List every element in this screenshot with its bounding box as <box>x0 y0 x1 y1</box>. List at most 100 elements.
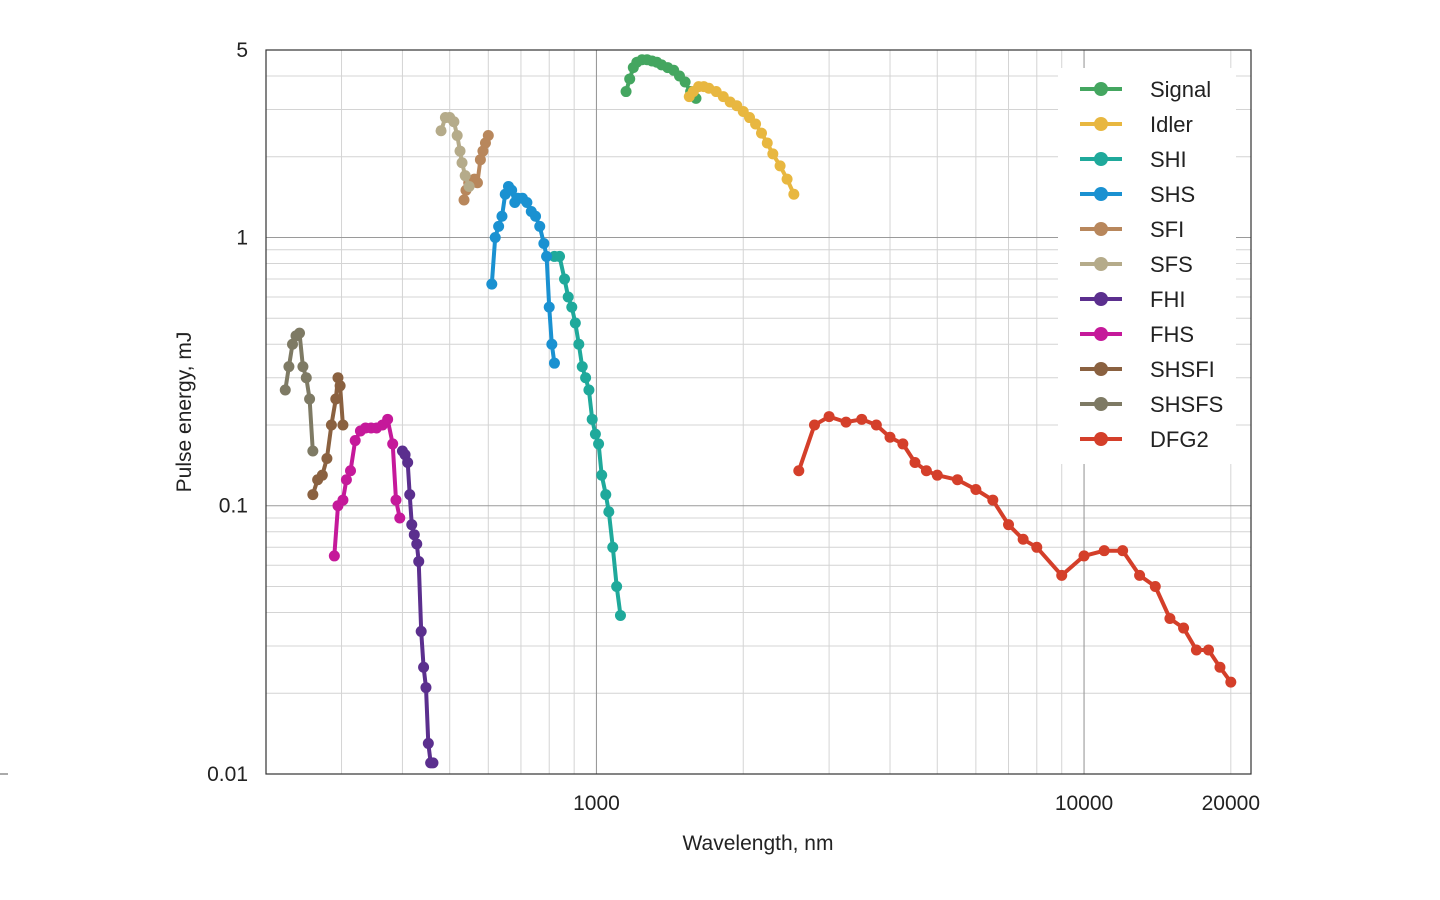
data-point-sfs <box>463 180 475 192</box>
data-point-fhi <box>413 555 425 567</box>
data-point-dfg2 <box>823 411 835 423</box>
data-point-dfg2 <box>1098 545 1110 557</box>
data-point-dfg2 <box>856 413 868 425</box>
legend-label: SFI <box>1150 217 1184 242</box>
series-line-shi <box>552 254 623 618</box>
data-point-sfi <box>474 154 486 166</box>
data-point-shsfi <box>321 453 333 465</box>
data-point-shsfs <box>300 372 312 384</box>
y-tick-label: 0.01 <box>207 763 248 786</box>
legend-swatch-marker <box>1094 327 1108 341</box>
data-point-shi <box>600 489 612 501</box>
data-point-dfg2 <box>1031 541 1043 553</box>
data-point-shi <box>562 291 574 303</box>
data-point-dfg2 <box>1017 533 1029 545</box>
legend-item-shsfi: SHSFI <box>1080 357 1215 382</box>
series-sfs <box>435 112 475 192</box>
data-point-sfi <box>471 177 483 189</box>
legend-label: SHI <box>1150 147 1187 172</box>
data-point-shsfs <box>283 361 295 373</box>
series-shsfs <box>279 327 319 457</box>
legend-label: Signal <box>1150 77 1211 102</box>
legend-label: SHSFS <box>1150 392 1223 417</box>
data-point-dfg2 <box>1117 545 1129 557</box>
data-point-shsfs <box>307 445 319 457</box>
series-idler <box>683 81 800 200</box>
data-point-shi <box>583 384 595 396</box>
data-point-dfg2 <box>951 474 963 486</box>
data-point-dfg2 <box>1003 519 1015 531</box>
data-point-fhs <box>349 435 361 447</box>
legend-swatch-marker <box>1094 257 1108 271</box>
data-point-dfg2 <box>920 465 932 477</box>
data-point-shsfs <box>287 338 299 350</box>
data-point-dfg2 <box>1190 644 1202 656</box>
data-point-fhi <box>402 456 414 468</box>
data-point-shsfs <box>294 327 306 339</box>
data-point-idler <box>761 137 773 149</box>
series-shsfi <box>307 372 349 501</box>
legend-item-shsfs: SHSFS <box>1080 392 1223 417</box>
data-point-fhi <box>404 489 416 501</box>
legend-swatch-marker <box>1094 117 1108 131</box>
legend-item-fhi: FHI <box>1080 287 1185 312</box>
data-point-fhi <box>420 682 432 694</box>
data-point-shi <box>589 428 601 440</box>
data-point-dfg2 <box>1225 676 1237 688</box>
data-point-fhi <box>415 625 427 637</box>
legend-swatch-marker <box>1094 397 1108 411</box>
legend-swatch-marker <box>1094 292 1108 306</box>
data-point-shi <box>611 581 623 593</box>
data-point-dfg2 <box>1214 661 1226 673</box>
data-point-sfs <box>454 145 466 157</box>
x-tick-labels: 1000 10000 20000 <box>573 792 1260 815</box>
data-point-sfs <box>435 125 447 137</box>
data-point-dfg2 <box>1164 612 1176 624</box>
data-point-fhs <box>394 512 406 524</box>
data-point-sfs <box>456 157 468 169</box>
data-point-dfg2 <box>909 456 921 468</box>
data-point-shsfi <box>307 489 319 501</box>
data-point-shsfi <box>337 419 349 431</box>
legend-label: Idler <box>1150 112 1193 137</box>
y-axis-title: Pulse energy, mJ <box>173 332 196 493</box>
data-point-fhs <box>390 494 402 506</box>
data-point-shi <box>559 273 571 285</box>
data-point-idler <box>750 118 762 130</box>
data-point-idler <box>755 127 767 139</box>
data-point-shi <box>569 317 581 329</box>
data-point-shs <box>506 184 518 196</box>
legend-label: SHS <box>1150 182 1195 207</box>
data-point-shsfs <box>304 393 316 405</box>
legend-label: FHI <box>1150 287 1185 312</box>
data-point-shs <box>530 210 542 222</box>
data-point-idler <box>767 148 779 160</box>
legend-item-sfs: SFS <box>1080 252 1193 277</box>
legend-swatch-marker <box>1094 432 1108 446</box>
data-point-signal <box>624 73 636 85</box>
data-point-sfs <box>451 130 463 142</box>
data-point-dfg2 <box>987 494 999 506</box>
data-point-shi <box>614 609 626 621</box>
legend-item-dfg2: DFG2 <box>1080 427 1209 452</box>
legend-swatch-marker <box>1094 82 1108 96</box>
data-point-idler <box>781 173 793 185</box>
data-point-dfg2 <box>897 438 909 450</box>
data-point-dfg2 <box>1203 644 1215 656</box>
legend-swatch-marker <box>1094 152 1108 166</box>
legend-label: DFG2 <box>1150 427 1209 452</box>
legend-swatch-marker <box>1094 362 1108 376</box>
series-fhi <box>396 445 439 769</box>
data-point-shi <box>580 372 592 384</box>
series-fhs <box>328 413 406 562</box>
data-point-dfg2 <box>1134 569 1146 581</box>
data-point-dfg2 <box>931 469 943 481</box>
legend: Signal Idler SHI SHS SFI SFS FHI FHS SHSFI SHSFS D… <box>1058 68 1236 464</box>
data-point-dfg2 <box>970 483 982 495</box>
series-layer <box>279 54 1237 769</box>
data-point-shsfi <box>325 419 337 431</box>
y-tick-label: 1 <box>236 226 248 249</box>
plot-frame <box>265 49 1252 775</box>
data-point-shi <box>596 469 608 481</box>
data-point-shs <box>493 220 505 232</box>
